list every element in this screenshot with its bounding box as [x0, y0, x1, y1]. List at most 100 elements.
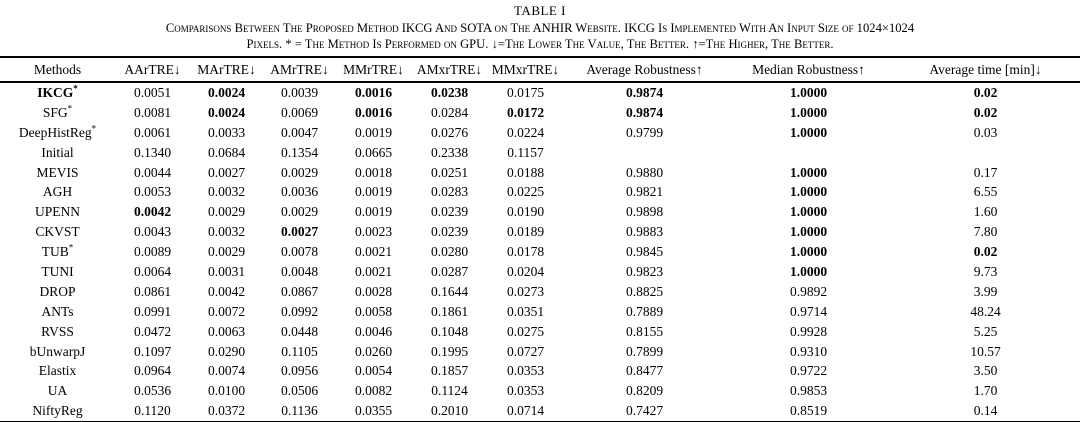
table-cell: 0.0033	[207, 124, 246, 140]
method-name: TUB*	[41, 242, 74, 260]
method-name: MEVIS	[36, 164, 79, 180]
table-cell: 0.0290	[207, 343, 246, 359]
table-cell: 5.25	[973, 323, 998, 339]
table-cell: 0.0072	[207, 303, 246, 319]
table-cell: 0.0064	[133, 263, 172, 279]
table-cell: 0.0024	[207, 104, 246, 120]
method-name: AGH	[42, 184, 73, 200]
table-cell: 0.0190	[506, 204, 545, 220]
table-cell: 1.60	[973, 204, 998, 220]
table-cell: 0.1105	[281, 343, 318, 359]
table-cell: 0.0260	[354, 343, 393, 359]
table-cell: 0.9821	[625, 184, 664, 200]
column-header: MMxrTRE↓	[488, 57, 563, 83]
table-row: NiftyReg 0.1120 0.0372 0.1136 0.0355 0.2010 0.…	[0, 401, 1080, 422]
table-cell: 0.1857	[430, 363, 469, 379]
table-cell: 0.0956	[280, 363, 319, 379]
table-cell: 0.0283	[430, 184, 469, 200]
table-cell: 0.2010	[430, 403, 469, 419]
table-cell: 0.0021	[354, 263, 393, 279]
table-cell: 0.0018	[354, 164, 393, 180]
table-cell: 0.0043	[133, 224, 172, 240]
table-cell: 0.0353	[506, 363, 545, 379]
method-name: DeepHistReg*	[18, 123, 97, 140]
table-cell: 0.0239	[430, 204, 469, 220]
table-cell: 0.8825	[625, 283, 664, 299]
table-cell: 0.0239	[430, 224, 469, 240]
table-cell: 6.55	[973, 184, 998, 200]
table-cell: 3.99	[973, 283, 998, 299]
table-cell	[563, 143, 726, 163]
table-cell: 0.0061	[133, 124, 172, 140]
table-cell: 0.0238	[430, 84, 469, 100]
table-cell: 0.9714	[789, 303, 828, 319]
table-cell: 0.1136	[281, 403, 318, 419]
table-cell: 0.1097	[133, 343, 172, 359]
table-cell: 0.0029	[207, 244, 246, 260]
table-row: IKCG* 0.0051 0.0024 0.0039 0.0016 0.0238 0.017…	[0, 82, 1080, 103]
table-cell: 0.0027	[280, 224, 319, 240]
gpu-asterisk: *	[67, 103, 73, 114]
table-cell: 1.0000	[789, 263, 828, 279]
table-cell: 0.0684	[207, 144, 246, 160]
column-header: AMrTRE↓	[263, 57, 336, 83]
table-cell: 0.8155	[625, 323, 664, 339]
table-cell: 0.0024	[207, 84, 246, 100]
method-name: UPENN	[34, 204, 80, 220]
table-cell: 0.0861	[133, 283, 172, 299]
table-cell: 0.0019	[354, 204, 393, 220]
table-cell: 0.0178	[506, 244, 545, 260]
table-cell: 0.2338	[430, 144, 469, 160]
method-name: IKCG*	[37, 83, 78, 100]
table-cell: 0.0273	[506, 283, 545, 299]
table-cell: 0.0188	[506, 164, 545, 180]
table-cell: 0.0224	[506, 124, 545, 140]
table-cell: 0.0172	[506, 104, 545, 120]
table-cell: 0.0355	[354, 403, 393, 419]
method-name: CKVST	[35, 224, 80, 240]
table-cell: 0.0992	[280, 303, 319, 319]
column-header: Median Robustness↑	[726, 57, 891, 83]
method-name: Elastix	[38, 363, 77, 379]
column-header: MMrTRE↓	[336, 57, 411, 83]
table-cell: 0.0867	[280, 283, 319, 299]
table-row: TUB* 0.0089 0.0029 0.0078 0.0021 0.0280 0.0178…	[0, 242, 1080, 262]
method-name: SFG*	[42, 103, 73, 120]
table-row: Initial 0.1340 0.0684 0.1354 0.0665 0.2338 0.1…	[0, 143, 1080, 163]
table-cell: 0.0046	[354, 323, 393, 339]
table-row: UA 0.0536 0.0100 0.0506 0.0082 0.1124 0.0353 0.…	[0, 381, 1080, 401]
table-cell: 0.7427	[625, 403, 664, 419]
table-cell: 0.0029	[280, 164, 319, 180]
table-cell: 0.0021	[354, 244, 393, 260]
table-cell: 0.0063	[207, 323, 246, 339]
table-cell: 0.0036	[280, 184, 319, 200]
table-cell: 0.1861	[430, 303, 469, 319]
table-cell: 0.0251	[430, 164, 469, 180]
table-cell: 0.0019	[354, 184, 393, 200]
table-cell: 10.57	[970, 343, 1001, 359]
table-cell: 0.02	[973, 244, 998, 260]
table-cell: 1.70	[973, 383, 998, 399]
table-cell: 0.7899	[625, 343, 664, 359]
table-cell: 9.73	[973, 263, 998, 279]
table-cell: 0.0039	[280, 84, 319, 100]
table-cell: 0.0051	[133, 84, 172, 100]
table-cell: 0.0353	[506, 383, 545, 399]
table-cell: 0.9874	[625, 84, 664, 100]
table-cell: 0.9845	[625, 244, 664, 260]
method-name: DROP	[39, 283, 76, 299]
table-row: SFG* 0.0081 0.0024 0.0069 0.0016 0.0284 0.0172…	[0, 103, 1080, 123]
table-cell: 0.9722	[789, 363, 828, 379]
table-cell	[891, 143, 1080, 163]
table-cell: 0.0047	[280, 124, 319, 140]
table-cell: 0.9799	[625, 124, 664, 140]
header-row: Methods AArTRE↓ MArTRE↓ AMrTRE↓ MMrTRE↓ AMxrT…	[0, 57, 1080, 83]
table-cell: 0.8209	[625, 383, 664, 399]
column-header: Methods	[0, 57, 115, 83]
table-cell: 0.9310	[789, 343, 828, 359]
table-cell: 0.1995	[430, 343, 469, 359]
table-row: DROP 0.0861 0.0042 0.0867 0.0028 0.1644 0.0273…	[0, 282, 1080, 302]
method-name: UA	[47, 383, 68, 399]
table-cell: 0.9883	[625, 224, 664, 240]
table-cell: 0.02	[973, 84, 998, 100]
